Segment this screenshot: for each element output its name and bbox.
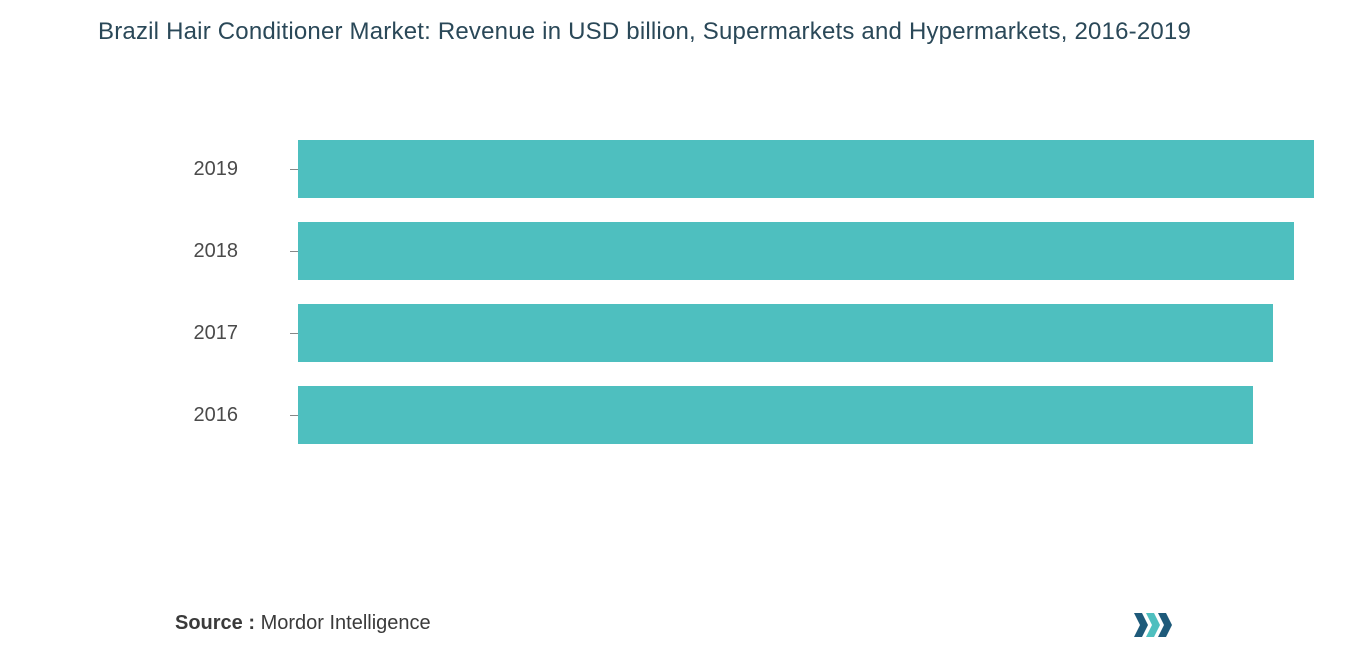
bar-category-label: 2017 bbox=[190, 322, 238, 345]
mordor-logo-icon bbox=[1132, 609, 1180, 641]
bar-category-label: 2019 bbox=[190, 158, 238, 181]
source-value: Mordor Intelligence bbox=[255, 612, 431, 634]
bar bbox=[298, 222, 1294, 280]
bar bbox=[298, 304, 1273, 362]
bar-row: 2018 bbox=[246, 222, 1316, 280]
chart-title: Brazil Hair Conditioner Market: Revenue … bbox=[0, 0, 1366, 46]
bar-row: 2017 bbox=[246, 304, 1316, 362]
bar bbox=[298, 140, 1314, 198]
bar-category-label: 2016 bbox=[190, 404, 238, 427]
chart-container: Brazil Hair Conditioner Market: Revenue … bbox=[0, 0, 1366, 655]
source-label: Source : bbox=[175, 612, 255, 634]
axis-tick bbox=[290, 415, 298, 416]
axis-tick bbox=[290, 333, 298, 334]
axis-tick bbox=[290, 251, 298, 252]
axis-tick bbox=[290, 169, 298, 170]
chart-source: Source : Mordor Intelligence bbox=[175, 612, 431, 635]
bar-row: 2016 bbox=[246, 386, 1316, 444]
bar bbox=[298, 386, 1253, 444]
bar-row: 2019 bbox=[246, 140, 1316, 198]
bar-category-label: 2018 bbox=[190, 240, 238, 263]
chart-plot-area: 2019 2018 2017 2016 bbox=[246, 140, 1316, 460]
